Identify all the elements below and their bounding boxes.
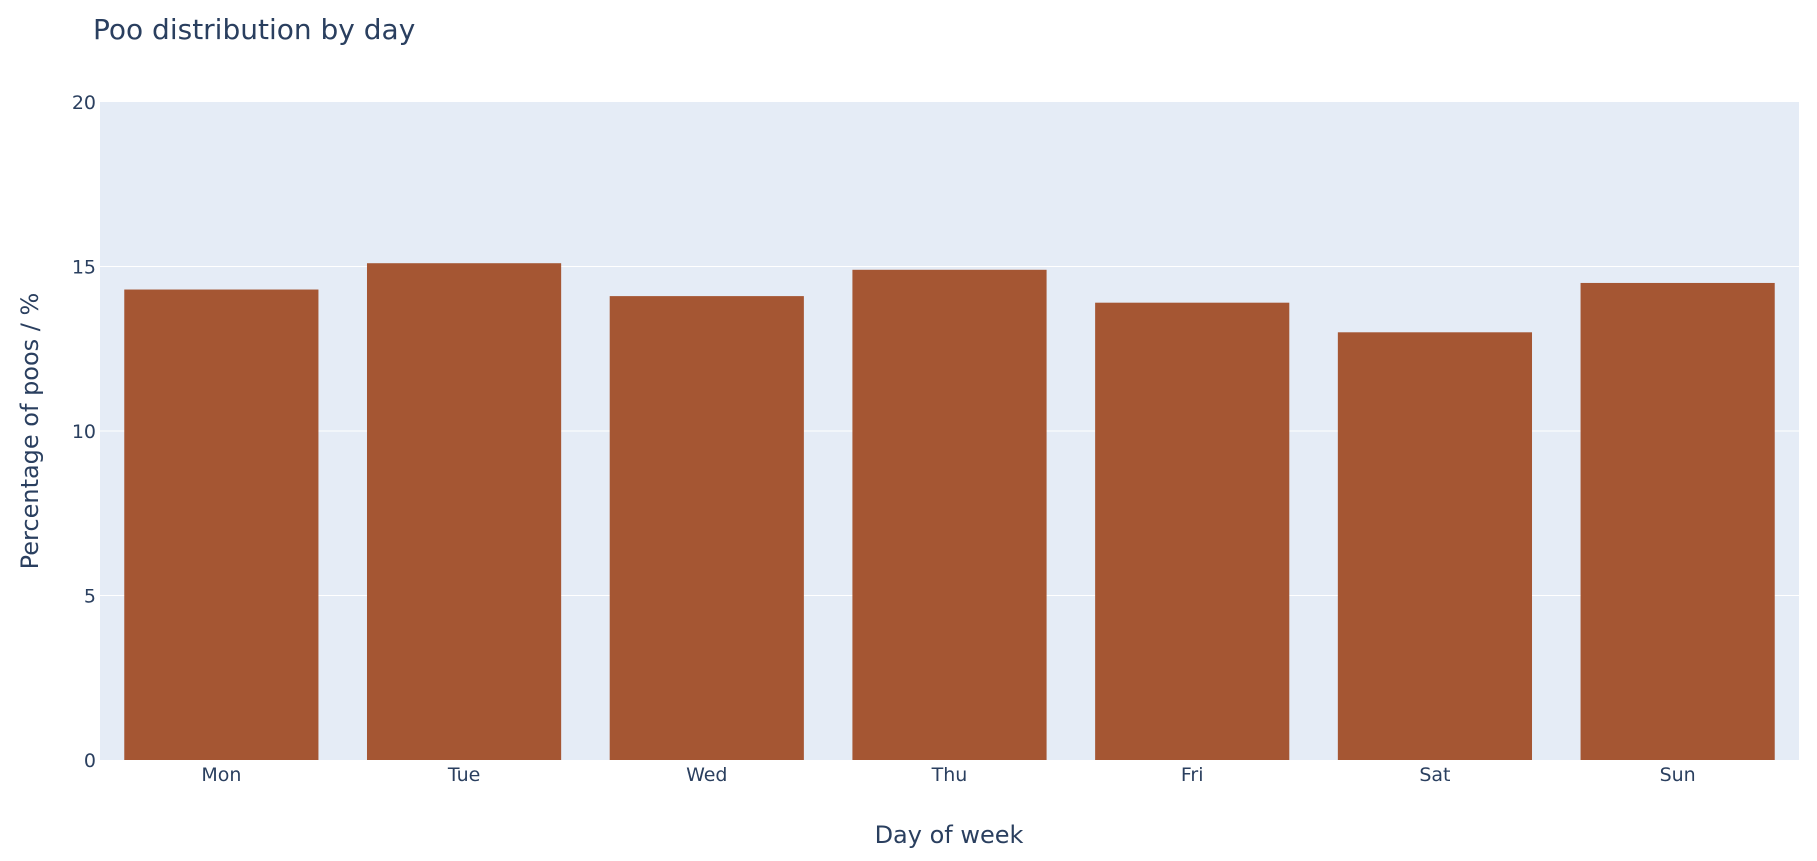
x-tick-label: Thu [931,764,968,786]
bars-group [124,263,1775,760]
bar-tue[interactable] [366,263,562,760]
bar-sun[interactable] [1580,282,1775,760]
chart-title: Poo distribution by day [93,13,415,46]
x-tick-label: Sat [1419,764,1450,786]
x-tick-label: Tue [447,764,480,786]
x-tick-labels: Mon Tue Wed Thu Fri Sat Sun [201,764,1695,786]
x-tick-label: Wed [686,764,727,786]
x-axis-title: Day of week [875,821,1024,849]
bar-wed[interactable] [609,296,804,760]
y-tick-label: 0 [84,750,96,772]
y-tick-label: 20 [72,92,96,114]
y-axis-title: Percentage of poos / % [16,293,44,570]
y-tick-label: 5 [84,586,96,608]
bar-fri[interactable] [1095,302,1290,760]
y-tick-labels: 0 5 10 15 20 [72,92,96,772]
x-tick-label: Sun [1660,764,1696,786]
x-tick-label: Mon [201,764,241,786]
x-tick-label: Fri [1181,764,1204,786]
y-tick-label: 15 [72,257,96,279]
y-tick-label: 10 [72,421,96,443]
bar-sat[interactable] [1337,332,1533,760]
bar-mon[interactable] [124,289,319,760]
bar-thu[interactable] [852,269,1047,760]
